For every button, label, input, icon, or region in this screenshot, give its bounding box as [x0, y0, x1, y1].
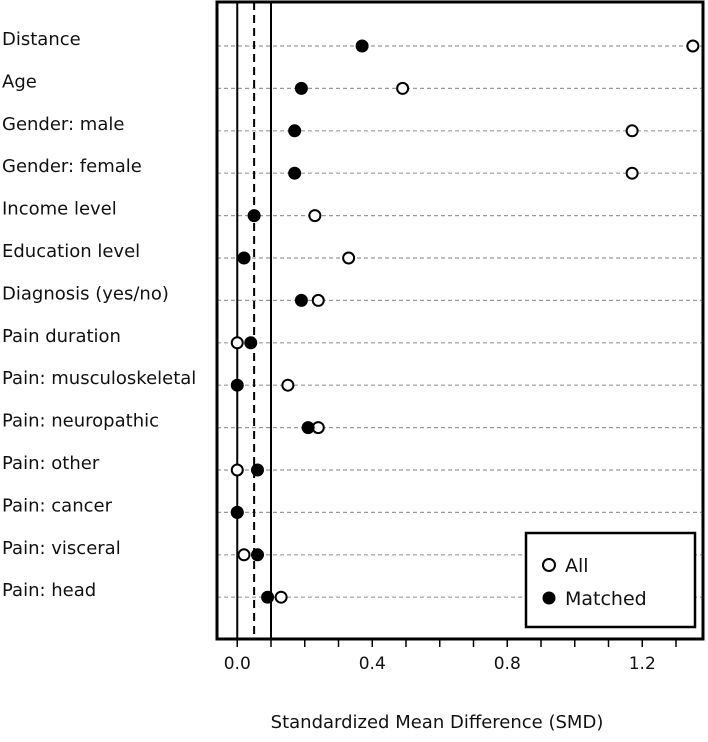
- point-matched-gender-male: [288, 124, 302, 138]
- legend-box: [524, 531, 697, 629]
- point-all-pain-other: [230, 463, 244, 477]
- x-tick-label-0: 0.0: [224, 654, 251, 674]
- legend-label-all: All: [565, 555, 589, 577]
- point-matched-income-level: [247, 209, 261, 223]
- data-points: [230, 39, 700, 604]
- point-matched-pain-neuropathic: [301, 421, 315, 435]
- point-all-age: [396, 81, 410, 95]
- x-tick-label-1: 0.4: [359, 654, 386, 674]
- point-matched-age: [294, 81, 308, 95]
- point-matched-pain-cancer: [230, 505, 244, 519]
- point-all-distance: [686, 39, 700, 53]
- y-label-education-level: Education level: [2, 241, 140, 262]
- point-all-gender-male: [625, 124, 639, 138]
- y-label-pain-other: Pain: other: [2, 453, 100, 474]
- reference-lines: [236, 2, 272, 639]
- plot-frame: [215, 0, 705, 641]
- x-axis: 0.0 0.4 0.8 1.2: [224, 639, 677, 674]
- y-label-pain-neuropathic: Pain: neuropathic: [2, 411, 159, 432]
- y-label-distance: Distance: [2, 29, 81, 50]
- legend-label-matched: Matched: [565, 588, 647, 610]
- point-matched-pain-other: [251, 463, 264, 477]
- y-label-gender-female: Gender: female: [2, 156, 142, 177]
- y-label-gender-male: Gender: male: [2, 114, 124, 135]
- point-matched-pain-visceral: [251, 548, 264, 562]
- point-matched-distance: [355, 39, 369, 53]
- point-matched-diagnosis-yes-no: [294, 293, 308, 307]
- point-matched-pain-musculoskeletal: [230, 378, 244, 392]
- point-all-education-level: [342, 251, 356, 265]
- point-all-pain-head: [274, 590, 288, 604]
- x-tick-label-2: 0.8: [494, 654, 521, 674]
- y-label-pain-cancer: Pain: cancer: [2, 495, 113, 516]
- x-tick-label-3: 1.2: [629, 654, 656, 674]
- point-matched-pain-head: [261, 590, 275, 604]
- point-all-gender-female: [625, 166, 639, 180]
- y-label-pain-visceral: Pain: visceral: [2, 538, 121, 559]
- y-label-age: Age: [2, 71, 37, 92]
- point-matched-education-level: [237, 251, 251, 265]
- point-all-pain-musculoskeletal: [281, 378, 295, 392]
- point-matched-gender-female: [288, 166, 302, 180]
- y-label-diagnosis-yes-no: Diagnosis (yes/no): [2, 283, 169, 304]
- y-label-pain-head: Pain: head: [2, 580, 96, 601]
- legend-marker-all: [542, 558, 556, 572]
- x-axis-title: Standardized Mean Difference (SMD): [271, 712, 604, 733]
- point-all-diagnosis-yes-no: [311, 293, 325, 307]
- point-all-pain-visceral: [237, 548, 251, 562]
- y-label-pain-musculoskeletal: Pain: musculoskeletal: [2, 368, 196, 389]
- y-label-income-level: Income level: [2, 199, 117, 220]
- y-axis-labels: Distance Age Gender: male Gender: female Inc…: [2, 29, 196, 601]
- legend-marker-matched: [542, 591, 556, 605]
- point-all-income-level: [308, 209, 322, 223]
- point-matched-pain-duration: [244, 336, 258, 350]
- legend: All Matched: [524, 531, 697, 629]
- y-label-pain-duration: Pain duration: [2, 326, 121, 347]
- point-all-pain-duration: [230, 336, 244, 350]
